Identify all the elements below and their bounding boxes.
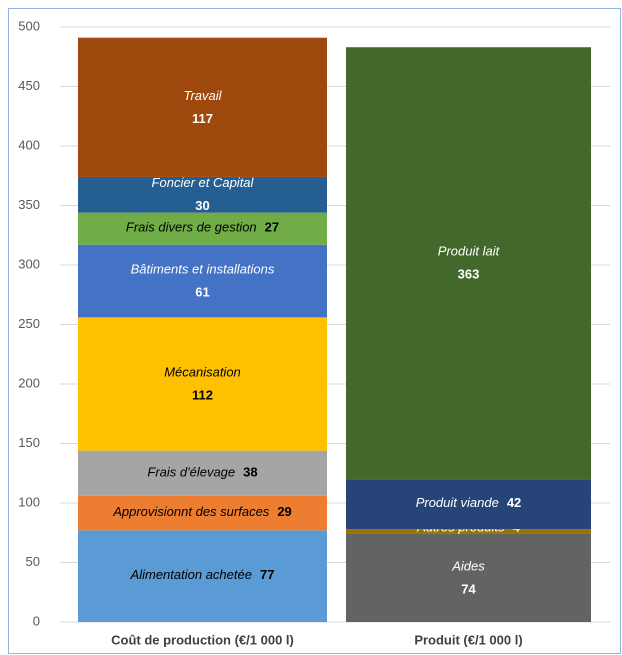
y-tick-label: 50 — [26, 554, 40, 569]
y-tick-label: 0 — [33, 613, 40, 628]
segment-value: 363 — [458, 267, 480, 282]
y-tick-label: 300 — [18, 256, 40, 271]
bar-segment — [78, 37, 327, 177]
bar-segment — [78, 530, 327, 622]
segment-label: Alimentation achetée 77 — [130, 568, 275, 583]
bar-segment — [346, 47, 591, 480]
segment-name: Alimentation achetée — [130, 568, 252, 583]
bar-segment — [78, 212, 327, 245]
segment-name: Produit viande — [416, 496, 499, 511]
bar-segment — [78, 495, 327, 531]
y-tick-label: 350 — [18, 197, 40, 212]
bar-segment — [346, 529, 591, 534]
segment-value: 117 — [192, 111, 213, 126]
segment-value: 38 — [243, 465, 257, 480]
segment-label: Approvisionnt des surfaces 29 — [112, 505, 292, 520]
bar-segment — [346, 479, 591, 530]
segment-name: Frais divers de gestion — [126, 220, 257, 235]
bar-segment — [78, 244, 327, 318]
segment-name: Foncier et Capital — [152, 175, 255, 190]
segment-value: 30 — [195, 198, 209, 213]
y-tick-label: 100 — [18, 494, 40, 509]
y-tick-label: 250 — [18, 316, 40, 331]
segment-value: 29 — [277, 505, 291, 520]
segment-value: 42 — [507, 496, 521, 511]
segment-value: 61 — [195, 285, 209, 300]
segment-name: Travail — [183, 88, 222, 103]
segment-name: Produit lait — [438, 244, 501, 259]
segment-name: Mécanisation — [164, 364, 241, 379]
segment-name: Aides — [451, 558, 485, 573]
segment-label: Frais d'élevage 38 — [147, 465, 257, 480]
bar-segment — [78, 317, 327, 451]
segment-name: Bâtiments et installations — [131, 262, 275, 277]
y-tick-label: 500 — [18, 18, 40, 33]
x-tick-label: Produit (€/1 000 l) — [414, 632, 522, 647]
x-tick-label: Coût de production (€/1 000 l) — [111, 632, 294, 647]
segment-label: Frais divers de gestion 27 — [126, 220, 279, 235]
y-tick-label: 200 — [18, 375, 40, 390]
segment-name: Approvisionnt des surfaces — [112, 505, 270, 520]
y-tick-label: 400 — [18, 137, 40, 152]
segment-value: 27 — [265, 220, 279, 235]
bar-segment — [346, 533, 591, 622]
segment-name: Frais d'élevage — [147, 465, 235, 480]
segment-label: Produit viande 42 — [416, 496, 522, 511]
y-tick-label: 150 — [18, 435, 40, 450]
segment-value: 74 — [461, 581, 476, 596]
segment-value: 77 — [260, 568, 274, 583]
y-tick-label: 450 — [18, 78, 40, 93]
segment-value: 112 — [192, 387, 213, 402]
bar-segment — [78, 450, 327, 496]
bar-segment — [78, 176, 327, 213]
